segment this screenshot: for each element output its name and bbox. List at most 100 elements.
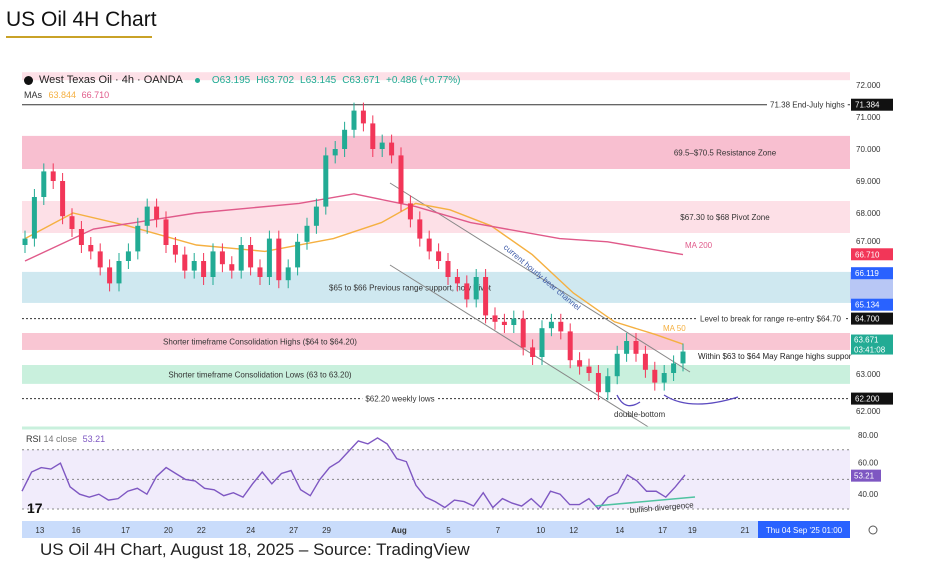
candle bbox=[530, 347, 536, 357]
candle bbox=[351, 110, 357, 130]
rsi-y-tick: 40.00 bbox=[858, 490, 879, 499]
candle bbox=[172, 245, 178, 255]
price-tag bbox=[851, 267, 893, 280]
x-tick: 29 bbox=[322, 526, 331, 535]
zone-1 bbox=[22, 201, 850, 233]
annotation-within-range: Within $63 to $64 May Range highs suppor bbox=[698, 352, 852, 361]
tradingview-logo: 17 bbox=[27, 500, 43, 516]
ma-legend: MAs 63.844 66.710 bbox=[24, 90, 109, 100]
x-tick: 27 bbox=[289, 526, 298, 535]
candle bbox=[661, 373, 667, 383]
title-underline bbox=[6, 36, 152, 38]
candle bbox=[229, 264, 235, 271]
candle bbox=[238, 245, 244, 271]
x-tick: 19 bbox=[688, 526, 697, 535]
candle bbox=[464, 283, 470, 300]
candle bbox=[332, 149, 338, 156]
candle bbox=[285, 267, 291, 281]
candle bbox=[304, 225, 310, 242]
candle bbox=[454, 277, 460, 284]
level-label: 71.38 End-July highs bbox=[770, 101, 845, 110]
candle bbox=[266, 238, 272, 277]
rsi-params: 14 close bbox=[43, 434, 78, 444]
level-label: $62.20 weekly lows bbox=[365, 395, 434, 404]
candle bbox=[107, 267, 113, 284]
candle bbox=[586, 366, 592, 373]
price-tag-text: 62.200 bbox=[855, 395, 880, 404]
candle bbox=[248, 245, 254, 268]
zone-0 bbox=[22, 135, 850, 169]
zone-label: $67.30 to $68 Pivot Zone bbox=[680, 213, 770, 222]
crosshair-date: Thu 04 Sep '25 01:00 bbox=[766, 526, 843, 535]
ma50-value: 63.844 bbox=[48, 90, 77, 100]
candle bbox=[483, 277, 489, 316]
ma50-line bbox=[24, 202, 684, 345]
x-tick: 16 bbox=[72, 526, 81, 535]
candle bbox=[342, 129, 348, 149]
zone-label: Shorter timeframe Consolidation Lows (63… bbox=[168, 370, 352, 379]
candle bbox=[31, 197, 37, 239]
candle bbox=[577, 360, 583, 367]
candle bbox=[445, 261, 451, 277]
channel-upper-line bbox=[389, 182, 691, 373]
zone-label: $65 to $66 Previous range support, now P… bbox=[329, 283, 492, 292]
market-open-dot-icon bbox=[194, 77, 200, 83]
y-tick: 71.000 bbox=[856, 113, 881, 122]
candle bbox=[520, 318, 526, 348]
candle bbox=[69, 216, 75, 229]
rsi-tag bbox=[851, 469, 881, 482]
rsi-line bbox=[21, 437, 686, 511]
zone-label: Shorter timeframe Consolidation Highs ($… bbox=[163, 337, 357, 346]
candle bbox=[501, 321, 507, 325]
symbol-header: West Texas Oil · 4h · OANDA O63.195 H63.… bbox=[24, 74, 461, 86]
price-tag-text: 66.710 bbox=[855, 250, 880, 259]
level-label-bg bbox=[697, 314, 845, 324]
candle bbox=[426, 238, 432, 252]
x-tick: 22 bbox=[197, 526, 206, 535]
candle bbox=[78, 229, 84, 245]
candle bbox=[548, 321, 554, 329]
double-bottom-arc-1 bbox=[616, 394, 641, 407]
settings-gear-icon[interactable] bbox=[868, 525, 878, 535]
y-tick: 72.000 bbox=[856, 81, 881, 90]
candle bbox=[595, 373, 601, 393]
rsi-band bbox=[22, 449, 850, 509]
rsi-tag-text: 53.21 bbox=[854, 472, 875, 481]
top-zone-strip bbox=[22, 72, 850, 81]
candle bbox=[389, 142, 395, 156]
last-price-tag bbox=[851, 334, 893, 355]
last-price: 63.671 bbox=[854, 336, 879, 345]
candle bbox=[511, 318, 517, 325]
candle bbox=[417, 219, 423, 239]
x-tick: 14 bbox=[615, 526, 624, 535]
candle bbox=[671, 363, 677, 373]
candle bbox=[680, 351, 686, 364]
symbol-name[interactable]: West Texas Oil · 4h · OANDA bbox=[39, 74, 183, 86]
candle bbox=[492, 315, 498, 322]
ma200-value: 66.710 bbox=[81, 90, 110, 100]
candle bbox=[624, 341, 630, 354]
rsi-y-tick: 60.00 bbox=[858, 459, 879, 468]
zone-3 bbox=[22, 333, 850, 350]
candle bbox=[407, 203, 413, 220]
candle bbox=[22, 238, 28, 245]
candle bbox=[135, 225, 141, 252]
candle bbox=[379, 142, 385, 149]
candle bbox=[154, 206, 160, 220]
rsi-value: 53.21 bbox=[82, 434, 106, 444]
y-tick: 68.000 bbox=[856, 209, 881, 218]
candle bbox=[210, 251, 216, 277]
candle bbox=[323, 155, 329, 207]
candle bbox=[163, 219, 169, 245]
candle bbox=[313, 206, 319, 226]
candle bbox=[558, 321, 564, 332]
low-value: L63.145 bbox=[300, 74, 337, 86]
channel-lower-line bbox=[389, 264, 651, 429]
candle bbox=[360, 110, 366, 124]
candle bbox=[191, 261, 197, 271]
zone-2 bbox=[22, 271, 850, 303]
candle bbox=[642, 353, 648, 370]
candle bbox=[614, 353, 620, 377]
y-tick: 70.000 bbox=[856, 145, 881, 154]
